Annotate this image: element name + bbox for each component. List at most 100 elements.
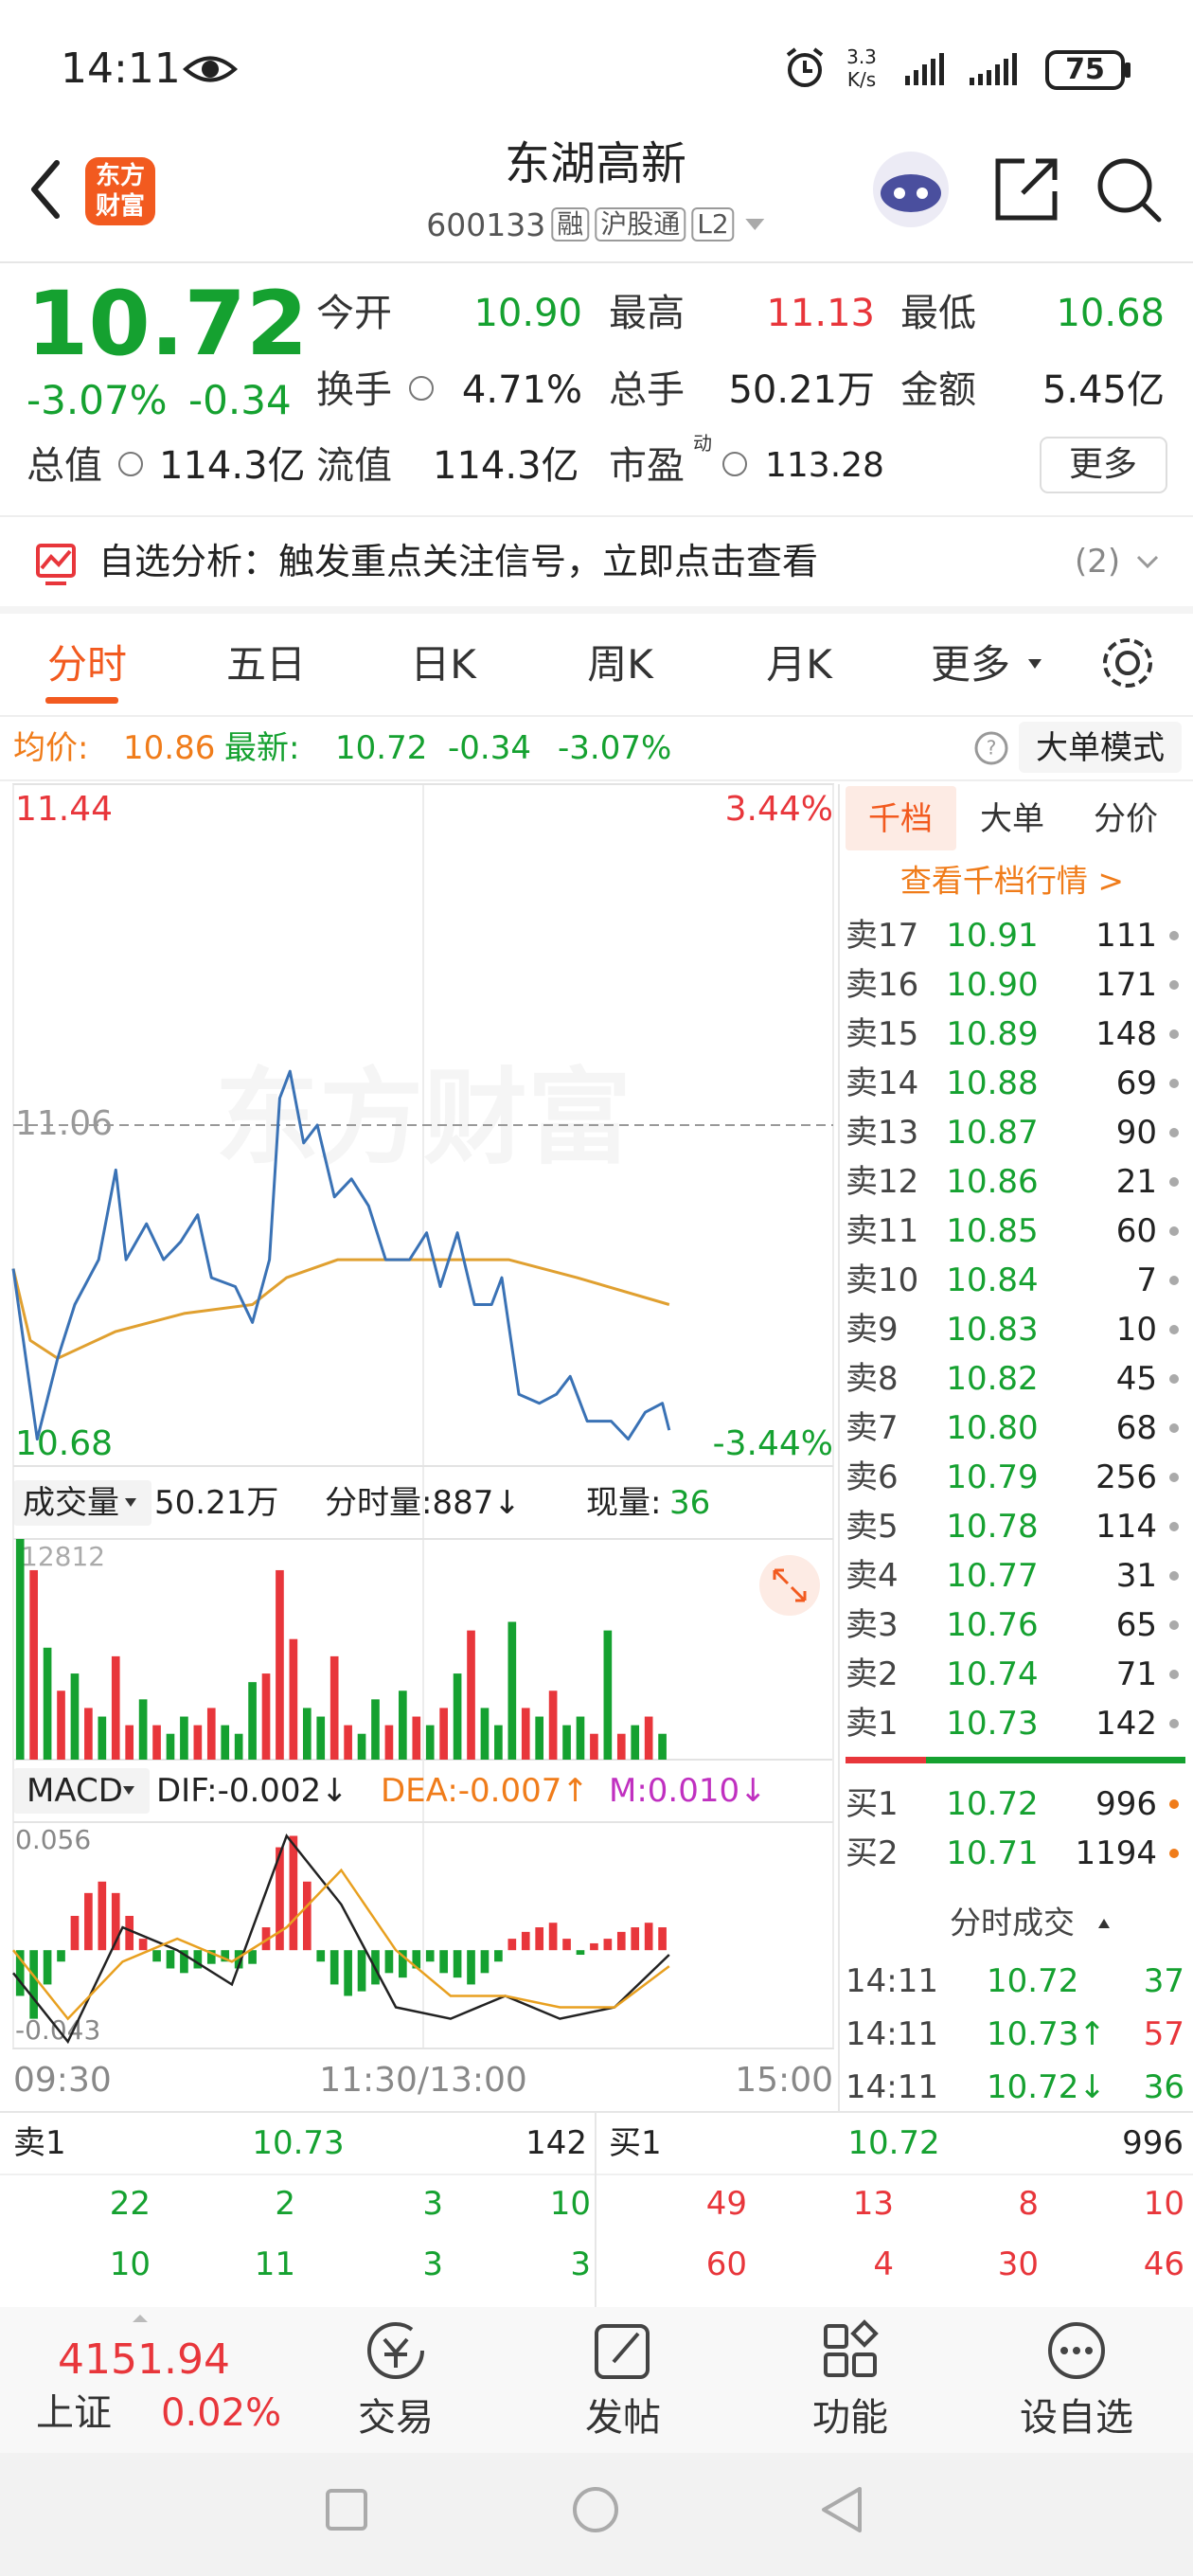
more-button[interactable]	[1040, 437, 1167, 493]
nav-item[interactable]: 设自选	[1020, 2396, 1133, 2440]
macd-bar	[70, 1915, 80, 1951]
period-tab[interactable]: 月K	[766, 641, 832, 688]
chevron-down[interactable]	[1136, 555, 1159, 569]
period-tab[interactable]: 分时	[46, 641, 128, 688]
volume-bar	[616, 1733, 626, 1760]
share-button[interactable]	[995, 158, 1058, 221]
period-tab[interactable]: 日K	[410, 641, 476, 688]
sell-volume: 142	[525, 2124, 587, 2162]
more-label[interactable]: 更多	[1068, 445, 1138, 484]
macd-bar	[576, 1950, 585, 1956]
home-button[interactable]	[573, 2487, 618, 2532]
tag-dropdown[interactable]	[745, 219, 765, 230]
buy-queue: 30	[997, 2245, 1039, 2283]
book-tab[interactable]: 千档	[868, 800, 933, 838]
signal-icon	[905, 53, 1017, 85]
volume-bar	[289, 1638, 298, 1760]
book-tab[interactable]: 分价	[1094, 800, 1158, 838]
macd-bar	[316, 1950, 326, 1962]
buy-queue: 8	[1018, 2185, 1039, 2223]
macd-bar	[644, 1923, 653, 1951]
latest-label: 最新:	[224, 729, 300, 767]
macd-bar	[111, 1892, 120, 1951]
trade-price: 10.73↑	[987, 2015, 1106, 2053]
search-button[interactable]	[1097, 158, 1162, 223]
book-volume: 68	[1115, 1409, 1157, 1447]
y-tick-label: 11.06	[15, 1104, 113, 1143]
mode-button[interactable]	[1019, 722, 1182, 773]
nav-handle	[133, 2315, 148, 2322]
post-icon[interactable]	[595, 2324, 650, 2379]
y-tick-label: 11.44	[15, 790, 113, 829]
book-volume: 1194	[1075, 1834, 1157, 1872]
period-tab[interactable]: 更多	[930, 641, 1011, 688]
macd-bar	[234, 1950, 243, 1969]
mode-label[interactable]: 大单模式	[1036, 729, 1165, 767]
volume-bar	[329, 1655, 339, 1760]
collapse-arrow[interactable]	[1098, 1919, 1110, 1928]
macd-bar	[453, 1950, 462, 1978]
dea-label: DEA:-0.007↑	[381, 1772, 589, 1810]
dropdown-arrow	[123, 1786, 134, 1795]
last-price: 10.72	[27, 273, 309, 376]
avg-value: 10.86	[123, 729, 216, 767]
book-volume: 10	[1115, 1311, 1157, 1349]
assistant-avatar[interactable]	[873, 152, 949, 227]
watchlist-icon[interactable]	[1048, 2322, 1105, 2379]
volume-bar	[357, 1733, 366, 1760]
book-level: 卖12	[846, 1163, 919, 1201]
period-tab[interactable]: 五日	[225, 641, 307, 688]
volume-bar	[603, 1630, 613, 1760]
macd-bar	[357, 1950, 366, 1992]
field-superscript: 动	[693, 432, 712, 455]
macd-selector[interactable]	[13, 1768, 150, 1814]
settings-button[interactable]	[1103, 638, 1152, 688]
trades-title[interactable]: 分时成交	[950, 1904, 1075, 1941]
book-link[interactable]: 查看千档行情 >	[899, 862, 1125, 900]
back-gesture[interactable]	[822, 2487, 862, 2532]
trade-price: 10.72↓	[987, 2068, 1106, 2106]
volume-bar	[494, 1725, 503, 1760]
volume-bar	[644, 1716, 653, 1760]
book-price: 10.73	[946, 1705, 1039, 1743]
book-dot	[1169, 1423, 1179, 1433]
expand-button[interactable]	[759, 1555, 820, 1616]
macd-bar	[276, 1847, 284, 1951]
macd-bar	[399, 1950, 407, 1978]
back-button[interactable]	[31, 160, 60, 219]
index-value[interactable]: 4151.94	[58, 2335, 230, 2384]
macd-bar	[43, 1950, 52, 1985]
book-tab[interactable]: 大单	[980, 800, 1044, 838]
volume-bar	[57, 1690, 65, 1760]
function-icon[interactable]	[824, 2319, 879, 2377]
volume-bar	[548, 1690, 558, 1760]
x-tick-label: 15:00	[735, 2061, 833, 2100]
volume-bar	[439, 1708, 448, 1760]
macd-bar	[329, 1950, 339, 1985]
trade-price: 10.72	[987, 1962, 1079, 2000]
book-price: 10.79	[946, 1458, 1039, 1496]
price-line	[11, 1258, 670, 1360]
volume-bar	[234, 1733, 243, 1760]
volume-bar	[206, 1708, 216, 1760]
volume-bar	[631, 1725, 640, 1760]
volume-bar	[412, 1716, 421, 1760]
volume-bar	[425, 1725, 435, 1760]
volume-selector[interactable]	[13, 1480, 151, 1526]
analysis-text[interactable]: 自选分析：触发重点关注信号，立即点击查看	[98, 541, 819, 582]
nav-item[interactable]: 功能	[812, 2396, 888, 2440]
macd-bar	[384, 1950, 394, 1974]
book-price: 10.78	[946, 1508, 1039, 1546]
recents-button[interactable]	[326, 2489, 367, 2531]
volume-bar	[98, 1716, 107, 1760]
book-level: 买1	[846, 1785, 899, 1823]
trade-icon[interactable]	[367, 2322, 424, 2379]
macd-bar	[439, 1950, 448, 1974]
book-volume: 31	[1115, 1557, 1157, 1595]
nav-item[interactable]: 发帖	[585, 2396, 661, 2440]
help-icon[interactable]	[974, 731, 1008, 765]
period-tab[interactable]: 周K	[587, 641, 653, 688]
nav-item[interactable]: 交易	[358, 2396, 434, 2440]
book-price: 10.85	[946, 1212, 1039, 1250]
book-level: 卖7	[846, 1409, 899, 1447]
